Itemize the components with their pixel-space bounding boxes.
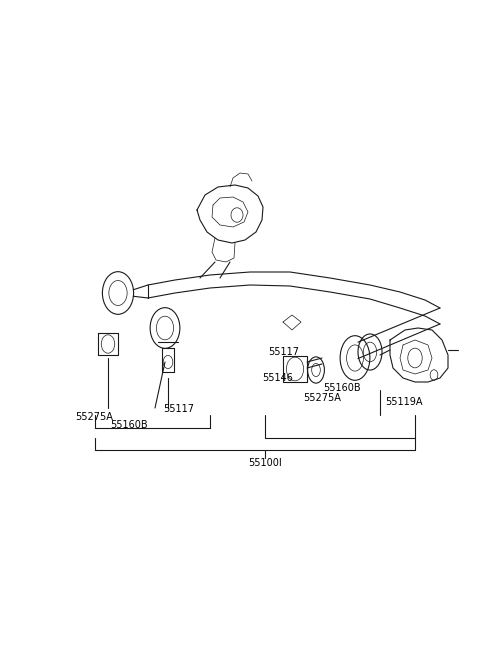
Text: 55275A: 55275A <box>303 393 341 403</box>
Text: 55100I: 55100I <box>248 458 282 468</box>
Text: 55275A: 55275A <box>75 412 113 422</box>
Text: 55160B: 55160B <box>110 420 148 430</box>
Text: 55146: 55146 <box>262 373 293 383</box>
Text: 55117: 55117 <box>268 347 299 357</box>
Text: 55117: 55117 <box>163 404 194 414</box>
Text: 55160B: 55160B <box>323 383 360 393</box>
Text: 55119A: 55119A <box>385 397 422 407</box>
